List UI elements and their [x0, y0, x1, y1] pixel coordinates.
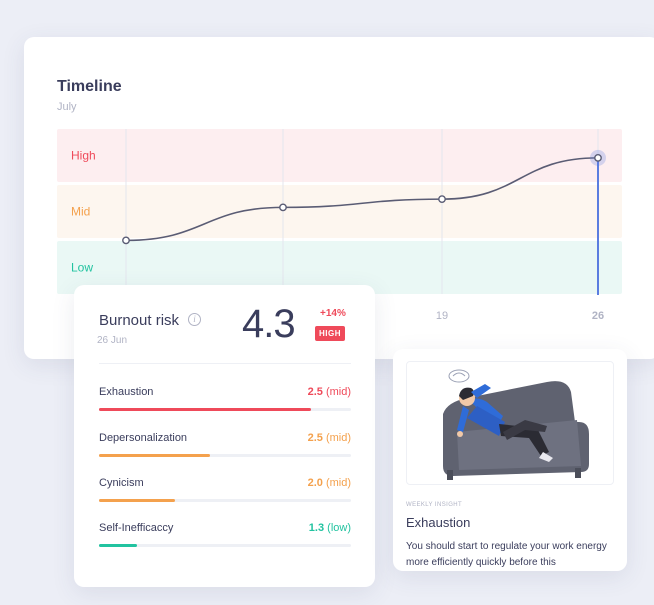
- x-tick-label: 26: [592, 310, 604, 322]
- band-label-low: Low: [71, 261, 93, 275]
- metric-self-inefficacy: Self-Inefficaccy 1.3 (low): [99, 522, 351, 552]
- timeline-chart: High Mid Low 19 26: [57, 129, 622, 322]
- metric-bar: [99, 408, 351, 411]
- metric-level: (mid): [325, 432, 351, 444]
- metric-bar-fill: [99, 544, 137, 547]
- metric-bar-fill: [99, 499, 175, 502]
- metric-level: (low): [327, 522, 351, 534]
- weekly-insight-card[interactable]: WEEKLY INSIGHT Exhaustion You should sta…: [393, 349, 627, 571]
- band-mid: [57, 185, 622, 238]
- band-low: [57, 241, 622, 294]
- metric-exhaustion: Exhaustion 2.5 (mid): [99, 386, 351, 416]
- series-line: [125, 157, 599, 242]
- metric-bar-fill: [99, 408, 311, 411]
- metric-cynicism: Cynicism 2.0 (mid): [99, 477, 351, 507]
- metric-name: Self-Inefficaccy: [99, 522, 174, 534]
- burnout-change: +14%: [320, 308, 346, 319]
- metric-value: 1.3 (low): [309, 522, 351, 534]
- metric-name: Exhaustion: [99, 386, 154, 398]
- risk-badge: HIGH: [315, 326, 345, 341]
- data-point: [279, 203, 287, 212]
- person-lying-on-sofa-illustration: [406, 361, 614, 485]
- burnout-risk-card: Burnout risk i 26 Jun 4.3 +14% HIGH Exha…: [74, 285, 375, 587]
- metric-bar: [99, 544, 351, 547]
- metric-bar-fill: [99, 454, 210, 457]
- insight-kicker: WEEKLY INSIGHT: [406, 502, 463, 508]
- data-point: [122, 236, 130, 245]
- insight-title: Exhaustion: [406, 515, 471, 530]
- metric-value: 2.5 (mid): [308, 386, 351, 398]
- metric-value: 2.5 (mid): [308, 432, 351, 444]
- metric-level: (mid): [325, 386, 351, 398]
- metric-bar: [99, 499, 351, 502]
- metric-number: 2.5: [307, 386, 323, 398]
- metric-number: 2.0: [307, 477, 323, 489]
- x-tick-label: 19: [436, 310, 448, 322]
- divider: [99, 363, 351, 364]
- metric-bar: [99, 454, 351, 457]
- data-point: [438, 195, 446, 204]
- metric-number: 2.5: [307, 432, 323, 444]
- band-label-mid: Mid: [71, 205, 90, 219]
- metric-value: 2.0 (mid): [308, 477, 351, 489]
- timeline-subtitle: July: [57, 101, 77, 113]
- info-icon[interactable]: i: [188, 313, 201, 326]
- burnout-score: 4.3: [242, 302, 296, 346]
- timeline-title: Timeline: [57, 78, 122, 95]
- burnout-title: Burnout risk: [99, 312, 180, 329]
- data-point: [594, 153, 602, 162]
- metric-level: (mid): [325, 477, 351, 489]
- metric-depersonalization: Depersonalization 2.5 (mid): [99, 432, 351, 462]
- insight-body: You should start to regulate your work e…: [406, 541, 607, 568]
- burnout-date: 26 Jun: [97, 335, 128, 346]
- metric-name: Depersonalization: [99, 432, 188, 444]
- band-label-high: High: [71, 149, 96, 163]
- metric-number: 1.3: [308, 522, 325, 534]
- band-high: [57, 129, 622, 182]
- metric-name: Cynicism: [99, 477, 144, 489]
